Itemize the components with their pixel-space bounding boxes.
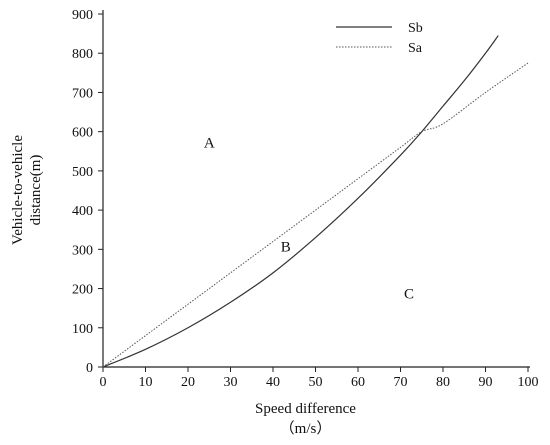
axes-layer: 0 10 20 30 40 50 60 70 80 90 100 0 100 200 300 400 500 60… <box>72 8 539 390</box>
legend-label-sa: Sa <box>408 41 423 56</box>
y-tick-label: 0 <box>86 361 93 376</box>
x-tick-label: 20 <box>181 375 195 390</box>
x-tick-label: 0 <box>100 375 107 390</box>
x-tick-label: 70 <box>394 375 408 390</box>
y-tick-label: 200 <box>72 283 93 298</box>
y-axis-title-line: distance(m) <box>28 155 44 226</box>
y-tick-label: 700 <box>72 86 93 101</box>
x-tick-label: 100 <box>518 375 539 390</box>
series-line-sa <box>102 62 529 368</box>
x-axis-unit: （m/s） <box>280 420 332 437</box>
y-tick-label: 900 <box>72 8 93 23</box>
x-tick-label: 90 <box>479 375 493 390</box>
y-tick-label: 500 <box>72 165 93 180</box>
region-label-c: C <box>404 286 414 302</box>
region-label-b: B <box>281 239 291 255</box>
y-axis-title: Vehicle-to-vehicle distance(m) <box>10 135 44 245</box>
y-tick-label: 400 <box>72 204 93 219</box>
y-tick-label: 100 <box>72 322 93 337</box>
x-tick-label: 30 <box>224 375 238 390</box>
legend: Sb Sa <box>336 21 423 56</box>
x-tick-label: 50 <box>309 375 323 390</box>
legend-label-sb: Sb <box>408 21 423 36</box>
x-tick-label: 40 <box>266 375 280 390</box>
axis-titles: Speed difference （m/s） Vehicle-to-vehicle d… <box>10 135 356 437</box>
x-tick-label: 10 <box>139 375 153 390</box>
annotation-layer: A B C <box>204 135 414 302</box>
y-tick-label: 300 <box>72 243 93 258</box>
y-tick-label: 800 <box>72 47 93 62</box>
series-line-sb <box>102 35 499 368</box>
x-tick-label: 80 <box>436 375 450 390</box>
x-tick-label: 60 <box>351 375 365 390</box>
y-axis-title-line: Vehicle-to-vehicle <box>10 135 26 245</box>
y-tick-label: 600 <box>72 126 93 141</box>
series-layer <box>102 35 529 368</box>
x-axis-title: Speed difference <box>255 401 356 417</box>
region-label-a: A <box>204 135 215 151</box>
